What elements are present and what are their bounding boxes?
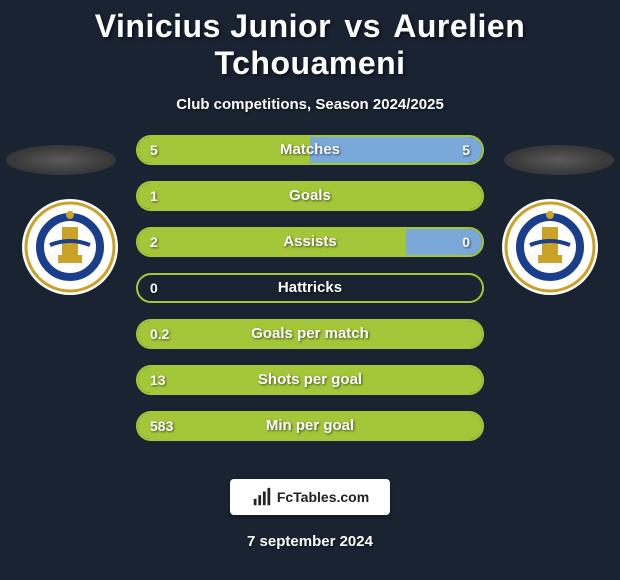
player1-name: Vinicius Junior	[95, 8, 331, 44]
club-crest-player2	[500, 197, 600, 297]
crest-icon	[500, 197, 600, 297]
club-crest-player1	[20, 197, 120, 297]
stat-bar-row: 13Shots per goal	[136, 365, 484, 395]
stat-bar-row: 0Hattricks	[136, 273, 484, 303]
stat-bar-row: 55Matches	[136, 135, 484, 165]
subtitle: Club competitions, Season 2024/2025	[0, 96, 620, 113]
spotlight-right	[504, 145, 614, 175]
brand-text: FcTables.com	[277, 489, 369, 505]
stat-bar-row: 583Min per goal	[136, 411, 484, 441]
bar-stat-label: Assists	[138, 229, 482, 255]
bar-stat-label: Shots per goal	[138, 367, 482, 393]
bar-stat-label: Min per goal	[138, 413, 482, 439]
comparison-chart: 55Matches 1Goals 20Assists 0Hattricks 0.2Goa…	[0, 135, 620, 465]
bar-stat-label: Goals	[138, 183, 482, 209]
brand-badge: FcTables.com	[230, 479, 390, 515]
bar-stat-label: Matches	[138, 137, 482, 163]
crest-icon	[20, 197, 120, 297]
bar-stat-label: Goals per match	[138, 321, 482, 347]
chart-icon	[251, 486, 273, 508]
stat-bar-row: 1Goals	[136, 181, 484, 211]
comparison-title: Vinicius Junior vs Aurelien Tchouameni	[0, 0, 620, 82]
bar-stat-label: Hattricks	[138, 275, 482, 301]
stat-bar-row: 0.2Goals per match	[136, 319, 484, 349]
stat-bars: 55Matches 1Goals 20Assists 0Hattricks 0.2Goa…	[136, 135, 484, 457]
stat-bar-row: 20Assists	[136, 227, 484, 257]
snapshot-date: 7 september 2024	[0, 533, 620, 550]
spotlight-left	[6, 145, 116, 175]
versus-label: vs	[344, 8, 381, 44]
